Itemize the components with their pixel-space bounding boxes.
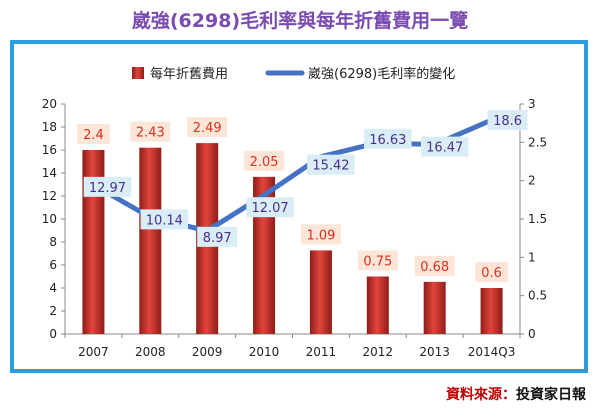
y-right-tick-label: 2.5 — [528, 135, 547, 149]
bar-data-label: 0.75 — [363, 255, 392, 270]
bar-data-label-bg — [187, 117, 228, 138]
source-label: 資料來源： — [446, 387, 516, 403]
bar-data-label: 0.6 — [481, 266, 502, 281]
x-tick-label: 2011 — [306, 345, 337, 359]
x-tick-label: 2013 — [419, 345, 450, 359]
bar-data-label-bg — [244, 150, 285, 171]
y-right-tick-label: 2 — [528, 174, 536, 188]
y-left-tick-label: 14 — [42, 166, 57, 180]
y-left-tick-label: 4 — [49, 281, 57, 295]
legend-bar-label: 每年折舊費用 — [150, 66, 228, 82]
bar — [366, 276, 389, 334]
x-tick-label: 2012 — [363, 345, 394, 359]
y-left-tick-label: 0 — [49, 327, 57, 341]
line-data-label: 16.47 — [426, 141, 463, 156]
bar-data-label: 2.43 — [136, 126, 165, 141]
line-data-label-bg — [140, 209, 189, 230]
y-left-tick-label: 8 — [49, 235, 57, 249]
line-data-label-bg — [83, 176, 132, 197]
bar — [423, 281, 446, 334]
bar-data-label-bg — [414, 255, 455, 276]
y-left-tick-label: 16 — [42, 143, 57, 157]
line-point — [262, 193, 266, 197]
legend-line-label: 崴強(6298)毛利率的變化 — [308, 66, 455, 82]
x-tick-label: 2009 — [192, 345, 223, 359]
line-data-label-bg — [364, 128, 412, 149]
line-data-label: 12.97 — [89, 181, 126, 196]
legend-bar-swatch — [132, 67, 144, 79]
bar-data-label: 2.4 — [83, 128, 104, 143]
line-data-label-bg — [246, 197, 294, 218]
line-data-label-bg — [197, 226, 238, 247]
source-note: 資料來源：投資家日報 — [446, 384, 586, 404]
line-data-label-bg — [487, 110, 528, 131]
y-right-tick-label: 1.5 — [528, 212, 547, 226]
line-data-label: 15.42 — [312, 159, 349, 174]
line-data-label: 12.07 — [251, 201, 288, 216]
y-right-tick-label: 0.5 — [528, 289, 547, 303]
line-data-label: 16.63 — [369, 133, 406, 148]
bar-data-label-bg — [300, 224, 341, 245]
bar-data-label: 2.05 — [250, 155, 279, 170]
line-data-label-bg — [420, 136, 469, 157]
bar-data-label-bg — [77, 124, 110, 144]
bar-data-label-bg — [130, 121, 171, 142]
y-left-tick-label: 12 — [42, 189, 57, 203]
bar — [139, 147, 162, 334]
bar — [480, 288, 503, 334]
bar-data-label: 0.68 — [420, 260, 449, 275]
x-tick-label: 2007 — [78, 345, 109, 359]
y-left-tick-label: 20 — [42, 97, 57, 111]
y-right-tick-label: 1 — [528, 250, 536, 264]
x-tick-label: 2008 — [135, 345, 166, 359]
bar — [309, 250, 332, 334]
bar-data-label-bg — [475, 262, 508, 282]
bar-data-label: 1.09 — [306, 228, 335, 243]
source-name: 投資家日報 — [516, 387, 586, 403]
x-tick-label: 2014Q3 — [468, 345, 516, 359]
bar-data-label-bg — [357, 250, 398, 271]
y-right-tick-label: 3 — [528, 97, 536, 111]
line-data-label-bg — [307, 154, 355, 175]
bar-data-label: 2.49 — [193, 121, 222, 136]
y-left-tick-label: 18 — [42, 120, 57, 134]
y-right-tick-label: 0 — [528, 327, 536, 341]
y-left-tick-label: 2 — [49, 304, 57, 318]
x-tick-label: 2010 — [249, 345, 280, 359]
line-data-label: 8.97 — [203, 231, 232, 246]
y-left-tick-label: 10 — [42, 212, 57, 226]
y-left-tick-label: 6 — [49, 258, 57, 272]
line-data-label: 18.6 — [493, 114, 522, 129]
line-data-label: 10.14 — [146, 213, 183, 228]
chart-title: 崴強(6298)毛利率與每年折舊費用一覽 — [131, 10, 469, 32]
